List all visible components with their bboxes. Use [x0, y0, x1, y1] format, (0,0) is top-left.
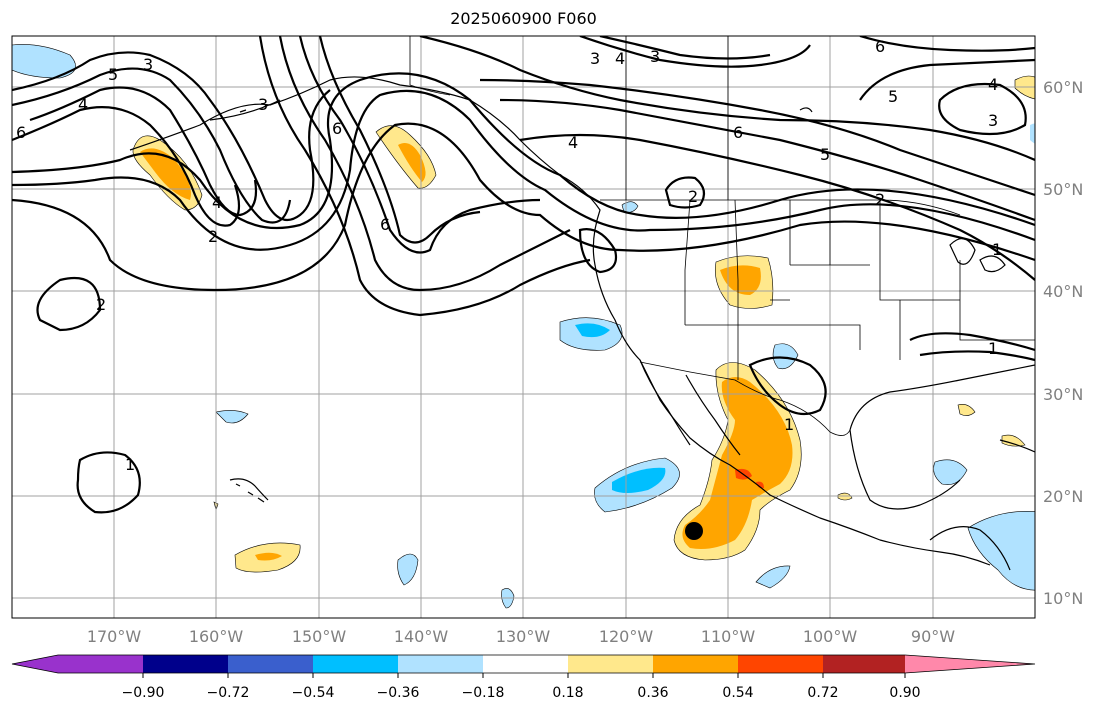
contour-label: 2	[875, 190, 885, 209]
colorbar-max-extend	[905, 655, 1035, 673]
contour-label: 6	[16, 123, 26, 142]
longitude-label: 110°W	[701, 627, 756, 646]
contour-label: 2	[96, 295, 106, 314]
contour-label: 6	[332, 119, 342, 138]
colorbar-tick-label: 0.72	[807, 685, 838, 701]
colorbar-min-extend	[12, 655, 58, 673]
colorbar-outline	[11, 654, 1036, 674]
contour-label: 6	[733, 123, 743, 142]
colorbar-tick-label: −0.72	[207, 685, 250, 701]
coastlines	[129, 76, 1035, 571]
longitude-label: 160°W	[189, 627, 244, 646]
colorbar-tick-label: 0.36	[637, 685, 668, 701]
colorbar-segment	[738, 655, 824, 673]
colorbar-segment	[228, 655, 314, 673]
contour-label: 1	[988, 339, 998, 358]
contour-label: 3	[650, 47, 660, 66]
storm-center-marker	[685, 522, 703, 540]
contour-label: 3	[988, 111, 998, 130]
contour-label: 6	[875, 37, 885, 56]
contour-label: 3	[143, 55, 153, 74]
colorbar-segment	[823, 655, 905, 673]
colorbar-segment	[313, 655, 399, 673]
colorbar-tick-label: −0.18	[462, 685, 505, 701]
colorbar-tick-label: −0.54	[292, 685, 335, 701]
longitude-label: 140°W	[394, 627, 449, 646]
longitude-label: 150°W	[292, 627, 347, 646]
colorbar-ticks	[142, 673, 906, 678]
contour-label: 4	[78, 95, 88, 114]
latitude-label: 50°N	[1043, 180, 1083, 199]
colorbar-tick-label: 0.54	[722, 685, 753, 701]
map-frame	[11, 35, 1036, 619]
contour-label: 1	[125, 455, 135, 474]
longitude-label: 120°W	[599, 627, 654, 646]
latitude-label: 10°N	[1043, 589, 1083, 608]
colorbar-segment	[143, 655, 229, 673]
contour-label: 6	[380, 215, 390, 234]
longitude-label: 90°W	[911, 627, 955, 646]
latitude-label: 30°N	[1043, 385, 1083, 404]
map-title: 2025060900 F060	[450, 9, 597, 28]
contour-label: 4	[615, 49, 625, 68]
colorbar-segment	[58, 655, 144, 673]
longitude-label: 100°W	[803, 627, 858, 646]
latitude-label: 40°N	[1043, 282, 1083, 301]
contour-label: 2	[208, 227, 218, 246]
latitude-label: 20°N	[1043, 487, 1083, 506]
contour-label: 2	[688, 187, 698, 206]
contour-label: 3	[258, 95, 268, 114]
colorbar-segment	[398, 655, 484, 673]
colorbar-segment	[653, 655, 739, 673]
contour-label: 1	[784, 415, 794, 434]
latitude-labels: 60°N 50°N 40°N 30°N 20°N 10°N	[1043, 78, 1083, 608]
contour-label: 5	[108, 65, 118, 84]
contour-label: 5	[820, 145, 830, 164]
contour-label-group: 5 4 3 6 3 6 4 6 3 4 3 6 5 3 4 2 2 6 5 4 …	[16, 37, 1002, 474]
colorbar-tick-label: 0.90	[889, 685, 920, 701]
colorbar: −0.90 −0.72 −0.54 −0.36 −0.18 0.18 0.36 …	[11, 654, 1036, 701]
colorbar-tick-label: −0.90	[122, 685, 165, 701]
latitude-label: 60°N	[1043, 78, 1083, 97]
political-borders	[409, 36, 1035, 436]
contour-lines	[12, 36, 1035, 514]
colorbar-tick-label: −0.36	[377, 685, 420, 701]
longitude-labels: 170°W 160°W 150°W 140°W 130°W 120°W 110°…	[87, 627, 955, 646]
contour-label: 4	[212, 193, 222, 212]
colorbar-tick-label: 0.18	[552, 685, 583, 701]
longitude-label: 130°W	[496, 627, 551, 646]
contour-label: 3	[590, 49, 600, 68]
map-content: 5 4 3 6 3 6 4 6 3 4 3 6 5 3 4 2 2 6 5 4 …	[12, 36, 1035, 618]
longitude-label: 170°W	[87, 627, 142, 646]
colorbar-segment	[568, 655, 654, 673]
contour-label: 5	[888, 87, 898, 106]
contour-label: 1	[992, 240, 1002, 259]
contour-label: 4	[988, 75, 998, 94]
contour-label: 4	[568, 133, 578, 152]
colorbar-segment	[483, 655, 569, 673]
